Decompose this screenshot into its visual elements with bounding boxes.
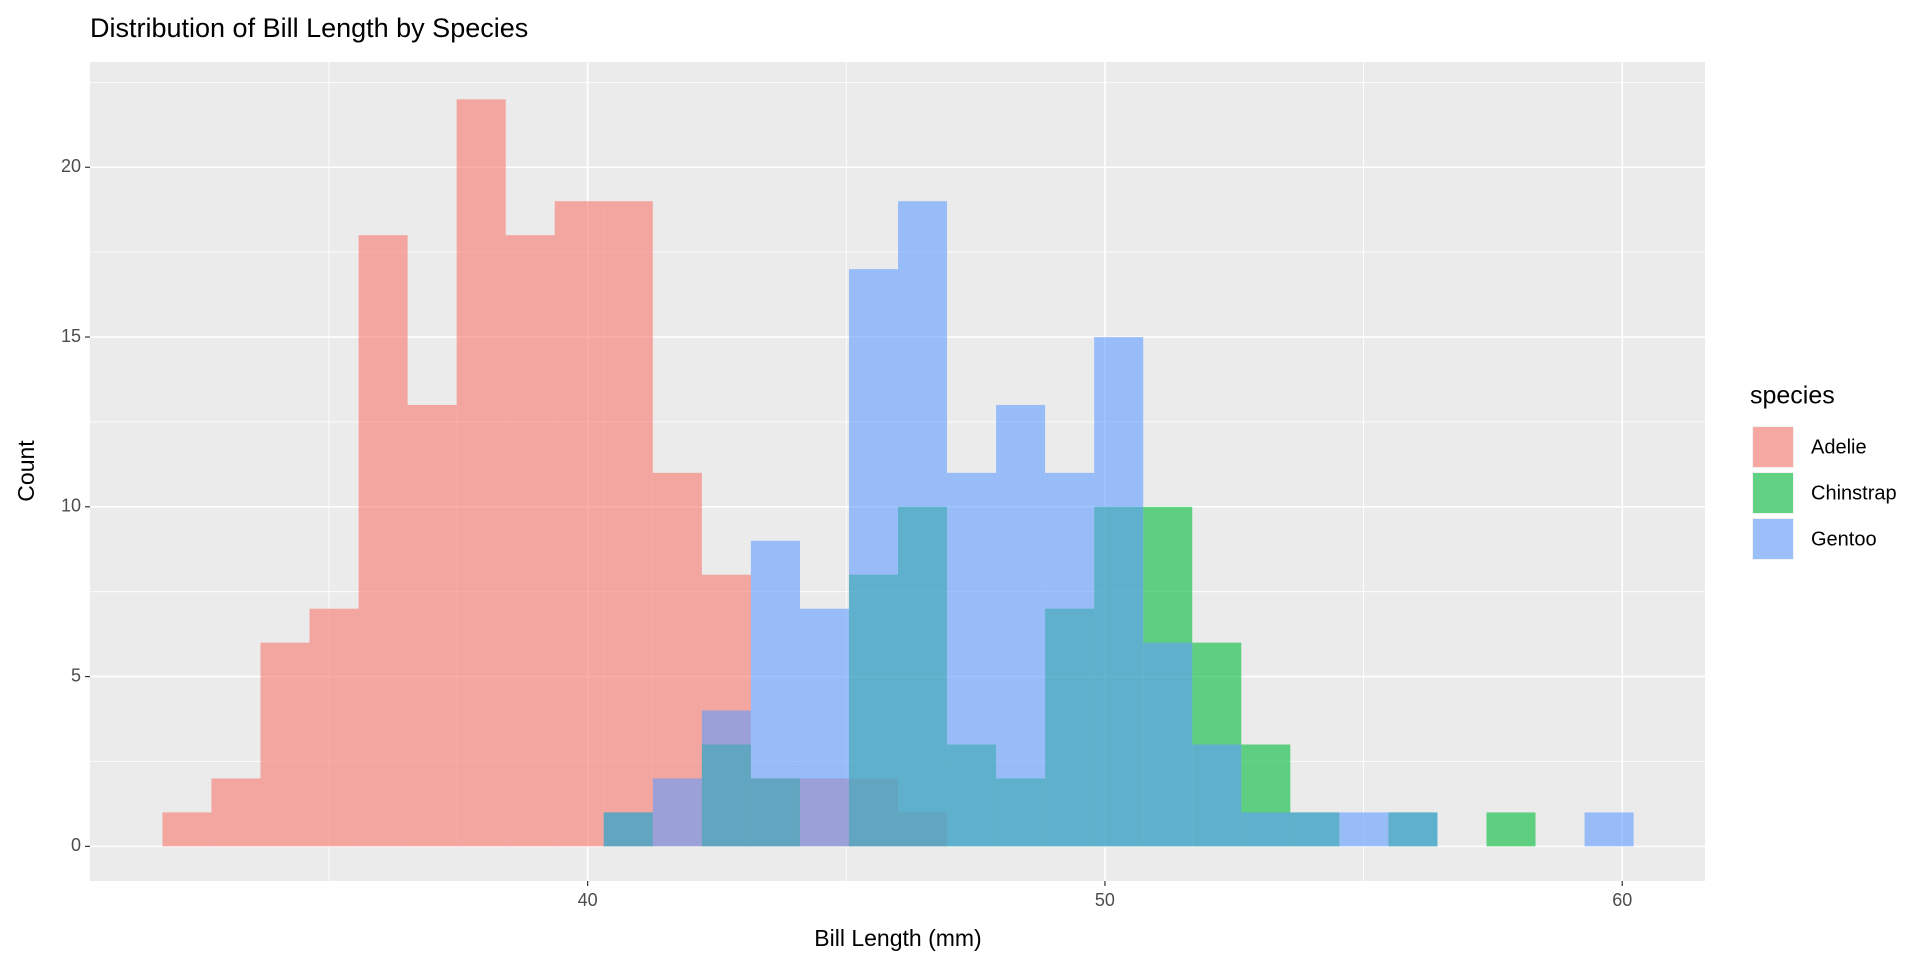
bar [996, 404, 1046, 847]
bar [701, 710, 751, 847]
bar [309, 608, 359, 847]
y-tick-label: 0 [71, 835, 81, 855]
bar [407, 404, 457, 847]
y-axis-label: Count [13, 440, 39, 502]
bar [848, 269, 899, 847]
bar [162, 812, 212, 847]
bar [1143, 642, 1193, 847]
bar [1241, 812, 1291, 847]
bar [898, 201, 948, 847]
bar [799, 608, 849, 847]
x-tick-label: 50 [1095, 890, 1115, 910]
bar [1339, 812, 1389, 847]
bar [1045, 472, 1095, 847]
x-axis-label: Bill Length (mm) [814, 925, 981, 951]
bar [603, 201, 653, 847]
bar [554, 201, 604, 847]
y-tick-label: 20 [61, 156, 81, 176]
y-tick-label: 5 [71, 665, 81, 685]
bar [358, 235, 408, 847]
legend-swatch [1753, 519, 1793, 559]
bar [652, 778, 702, 847]
bar [1192, 744, 1242, 847]
bar [1290, 812, 1340, 847]
bar [1094, 337, 1144, 847]
legend-label: Adelie [1811, 436, 1867, 458]
bar [211, 778, 261, 847]
legend-label: Gentoo [1811, 528, 1877, 550]
x-tick-label: 40 [578, 890, 598, 910]
y-tick-label: 15 [61, 326, 81, 346]
bar [947, 472, 997, 847]
x-tick-label: 60 [1612, 890, 1632, 910]
y-tick-label: 10 [61, 496, 81, 516]
legend-swatch [1753, 473, 1793, 513]
bar [1486, 812, 1536, 847]
bar [456, 99, 506, 847]
legend-title: species [1750, 382, 1835, 410]
legend-swatch [1753, 427, 1793, 467]
chart-title: Distribution of Bill Length by Species [90, 13, 528, 43]
bar [260, 642, 310, 847]
bar [505, 235, 555, 847]
bar [750, 540, 800, 847]
bar [1584, 812, 1634, 847]
legend-label: Chinstrap [1811, 482, 1897, 504]
bar [603, 812, 653, 847]
bar [1388, 812, 1438, 847]
